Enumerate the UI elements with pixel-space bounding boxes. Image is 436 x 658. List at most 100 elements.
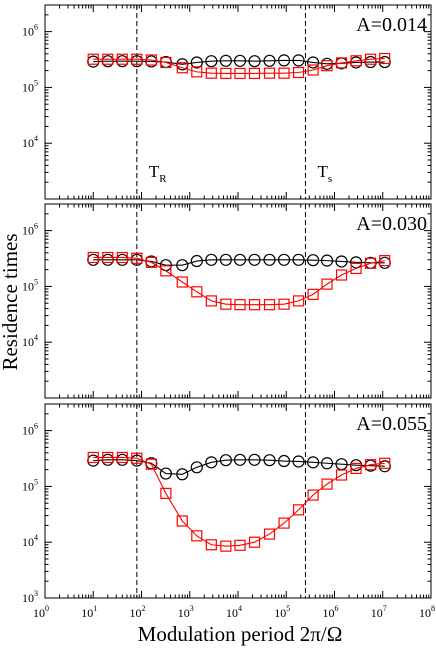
- square-marker: [307, 288, 319, 300]
- square-marker: [145, 458, 157, 470]
- square-marker: [116, 251, 128, 264]
- square-marker: [292, 504, 305, 516]
- circle-marker: [306, 456, 320, 469]
- circle-marker: [176, 259, 189, 272]
- square-marker: [160, 265, 172, 277]
- circle-marker: [320, 457, 334, 470]
- circle-marker: [159, 467, 172, 480]
- circle-marker: [219, 454, 232, 467]
- x-tick-label: 101: [81, 604, 97, 620]
- circle-marker: [205, 456, 218, 469]
- square-marker: [176, 276, 188, 288]
- circle-marker: [277, 54, 291, 67]
- square-marker: [102, 53, 114, 65]
- circle-marker: [263, 54, 276, 67]
- circle-marker: [190, 254, 203, 268]
- square-marker: [263, 67, 276, 79]
- square-marker: [350, 462, 362, 475]
- square-marker: [365, 53, 377, 65]
- circle-marker: [205, 55, 218, 68]
- square-marker: [307, 489, 319, 501]
- square-marker: [87, 251, 99, 264]
- panel-3: 106 105 104 103 A=0.055: [22, 403, 432, 605]
- x-tick-label: 103: [178, 604, 194, 620]
- x-tick-label: 100: [33, 604, 49, 620]
- square-marker: [278, 517, 290, 529]
- y-tick-label: 106: [22, 222, 38, 238]
- square-marker: [205, 67, 217, 79]
- circle-marker: [248, 253, 261, 266]
- square-marker: [145, 54, 157, 66]
- square-marker: [102, 251, 114, 264]
- y-tick-label: 105: [22, 277, 38, 293]
- square-marker: [191, 530, 203, 542]
- square-marker: [365, 459, 377, 471]
- square-marker: [116, 451, 128, 464]
- x-tick-label: 104: [226, 604, 242, 620]
- square-marker: [248, 536, 261, 548]
- y-tick-label: 103: [22, 589, 38, 605]
- square-marker: [191, 286, 203, 298]
- timescale-annotation: TR: [149, 162, 167, 185]
- square-marker: [350, 55, 362, 67]
- square-marker: [335, 469, 348, 481]
- square-marker: [176, 515, 188, 527]
- y-axis-label: Residence times: [0, 233, 22, 370]
- x-tick-label: 105: [274, 604, 290, 620]
- square-marker: [160, 56, 172, 69]
- square-marker: [335, 269, 348, 281]
- square-marker: [205, 539, 217, 551]
- square-marker: [160, 487, 172, 499]
- x-tick-label: 108: [419, 604, 435, 620]
- square-marker: [292, 66, 305, 79]
- y-tick-label: 104: [22, 333, 38, 349]
- square-marker: [248, 67, 261, 80]
- x-axis-label: Modulation period 2π/Ω: [138, 622, 343, 646]
- square-marker: [365, 257, 377, 269]
- square-marker: [220, 540, 232, 552]
- square-marker: [307, 64, 319, 76]
- panel-label: A=0.030: [356, 213, 427, 235]
- circle-marker: [349, 256, 363, 269]
- square-marker: [116, 53, 128, 65]
- circle-marker: [248, 453, 261, 466]
- series-circles: [87, 253, 391, 272]
- square-marker: [234, 67, 246, 80]
- y-tick-label: 105: [22, 477, 38, 493]
- series-squares: [87, 52, 391, 80]
- y-tick-label: 104: [22, 134, 38, 150]
- circle-marker: [320, 254, 334, 267]
- circle-marker: [335, 255, 348, 268]
- square-marker: [176, 62, 188, 74]
- x-tick-labels: 100 101 102 103 104 105 106 107 108: [33, 604, 435, 620]
- square-marker: [131, 252, 143, 264]
- x-tick-label: 102: [130, 604, 146, 620]
- circle-marker: [219, 253, 232, 266]
- circle-marker: [263, 253, 276, 266]
- circle-marker: [292, 54, 305, 67]
- square-marker: [234, 539, 246, 551]
- square-marker: [379, 52, 391, 65]
- circle-marker: [190, 461, 203, 474]
- square-marker: [321, 478, 333, 490]
- series-squares: [87, 251, 391, 311]
- circle-marker: [176, 468, 189, 481]
- square-marker: [335, 57, 348, 69]
- square-marker: [87, 451, 99, 464]
- y-tick-label: 104: [22, 533, 38, 549]
- circle-marker: [292, 253, 305, 266]
- circle-marker: [277, 253, 291, 266]
- circle-marker: [306, 254, 320, 267]
- square-marker: [131, 53, 143, 65]
- y-tick-label: 106: [22, 23, 38, 39]
- square-marker: [220, 67, 232, 80]
- square-marker: [321, 278, 333, 290]
- square-marker: [278, 298, 290, 310]
- square-marker: [379, 255, 391, 267]
- timescale-annotation: Ts: [317, 162, 332, 185]
- series-squares: [87, 451, 391, 552]
- square-marker: [321, 60, 333, 72]
- square-marker: [379, 457, 391, 469]
- circle-marker: [205, 253, 218, 266]
